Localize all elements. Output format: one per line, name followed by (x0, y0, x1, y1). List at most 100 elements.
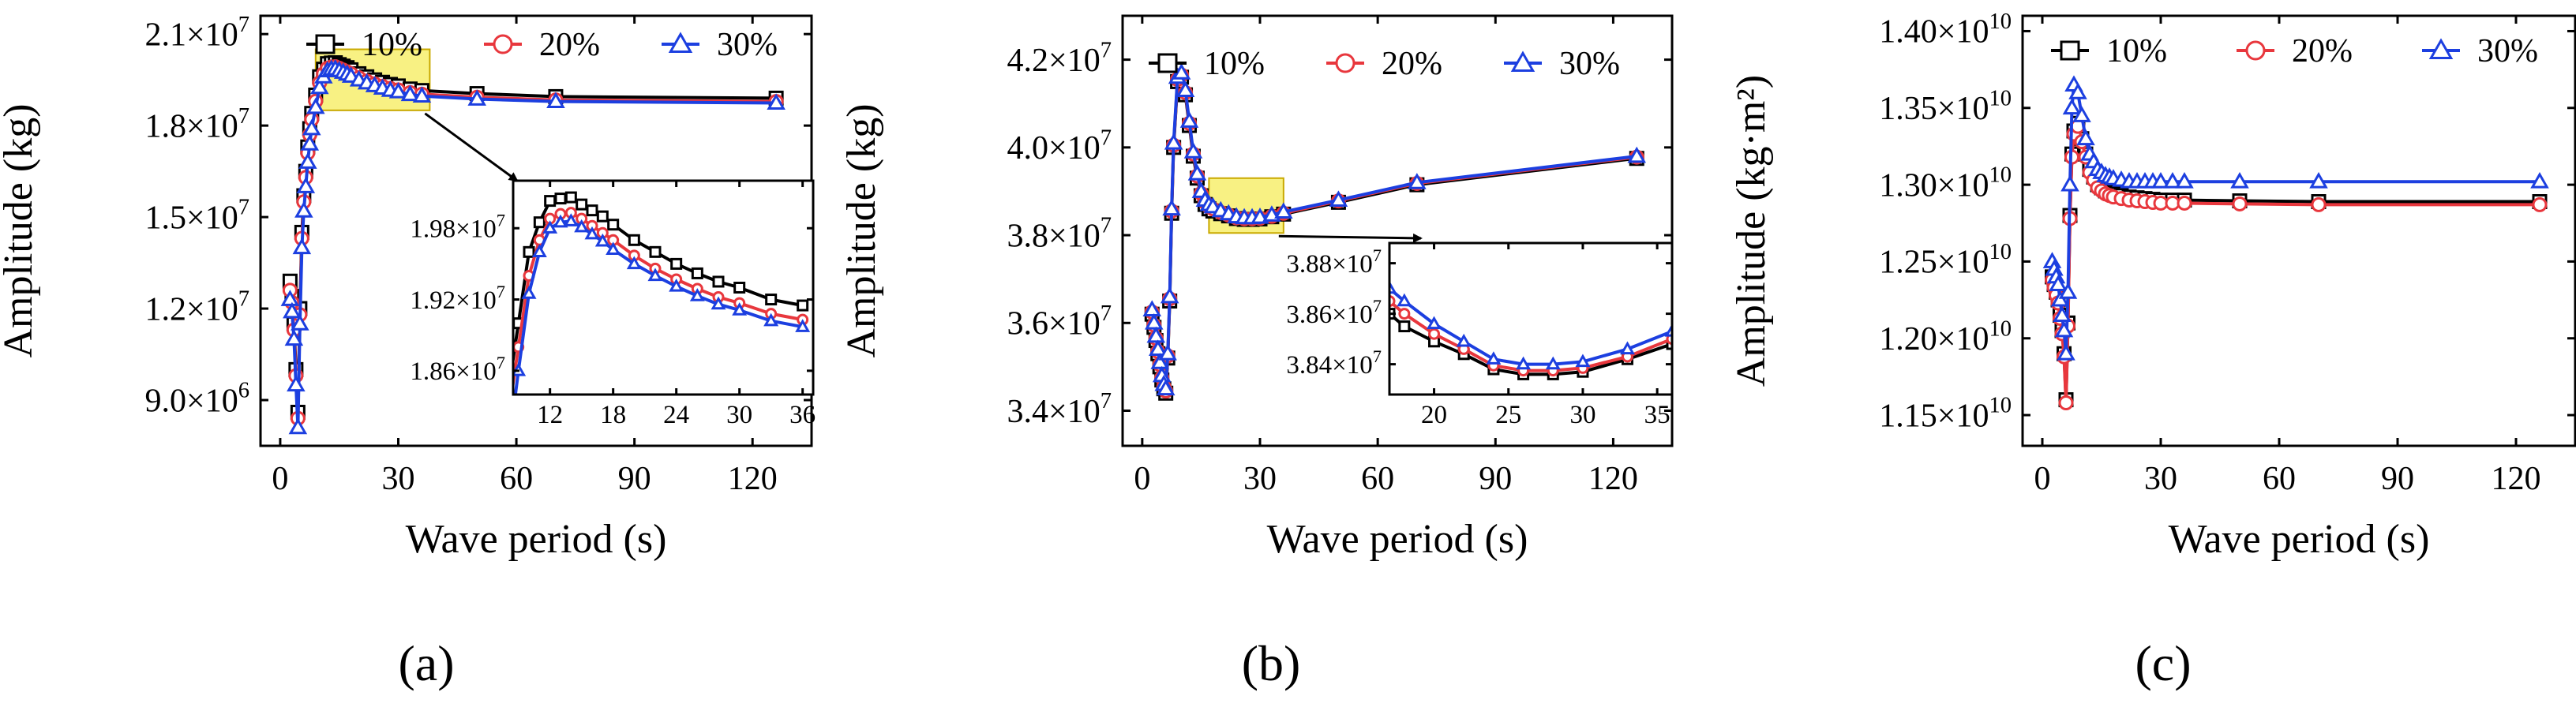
data-point (2177, 195, 2192, 211)
data-point (288, 417, 308, 435)
series-30 (280, 59, 786, 435)
x-tick-label: 60 (2263, 461, 2296, 497)
y-tick-label: 1.92×107 (410, 282, 505, 315)
data-point (2532, 196, 2548, 212)
data-point (1398, 308, 1411, 320)
legend-marker-10 (1157, 53, 1178, 73)
series-30 (2042, 75, 2549, 361)
x-tick-label: 20 (1421, 401, 1447, 429)
x-tick-label: 24 (663, 401, 689, 429)
data-point (492, 579, 503, 589)
data-point (306, 97, 325, 114)
data-point (513, 388, 514, 395)
data-point (388, 82, 408, 99)
x-axis-title: Wave period (s) (406, 517, 667, 562)
chart-panel-a: 0 30 60 90 1209.0×1061.2×1071.5×1071.8×1072.… (0, 13, 816, 691)
data-point (283, 301, 302, 319)
data-point (733, 282, 746, 294)
data-point (712, 275, 725, 288)
data-point (628, 234, 640, 246)
data-point (795, 319, 811, 332)
data-point (310, 77, 329, 95)
data-point (280, 290, 300, 306)
x-tick-label: 30 (1569, 401, 1595, 429)
tick-label-base: 1.20×10 (1879, 321, 1989, 357)
plot-frame (1121, 14, 1674, 447)
legend-label-10: 10% (362, 27, 422, 63)
y-tick-label: 1.98×107 (410, 211, 505, 244)
data-point (2050, 290, 2070, 307)
tick-label-exponent: 7 (1373, 296, 1382, 316)
y-tick-label: 1.30×1010 (1879, 163, 2012, 204)
x-tick-label: 36 (789, 401, 816, 429)
tick-label-base: 2.1×10 (145, 17, 238, 53)
tick-label-exponent: 7 (238, 196, 249, 220)
plot-area (2042, 75, 2549, 410)
tick-label-exponent: 7 (1101, 389, 1112, 413)
data-point (1627, 146, 1647, 163)
series-30 (1142, 63, 1647, 396)
data-point (291, 314, 309, 331)
x-tick-label: 0 (2034, 461, 2051, 497)
data-point (487, 615, 497, 625)
x-tick-label: 12 (537, 401, 563, 429)
x-tick-label: 90 (2381, 461, 2414, 497)
data-point (2232, 196, 2248, 211)
data-point (546, 92, 565, 109)
data-point (1158, 343, 1177, 361)
data-point (1354, 208, 1365, 217)
data-point (1142, 300, 1162, 317)
y-tick-label: 3.88×107 (1286, 245, 1382, 279)
x-axis-title: Wave period (s) (2169, 517, 2430, 562)
tick-label-exponent: 10 (1989, 9, 2012, 34)
data-point (296, 177, 316, 193)
data-point (1274, 202, 1293, 219)
data-point (544, 195, 557, 208)
tick-label-exponent: 7 (238, 13, 249, 37)
data-point (1146, 326, 1166, 343)
data-point (1251, 208, 1269, 224)
tick-label-exponent: 10 (1989, 394, 2012, 418)
y-tick-label: 4.0×107 (1007, 125, 1112, 166)
panel-label: (a) (398, 635, 454, 691)
y-axis-title: Amplitude (kg·m²) (1729, 75, 1774, 387)
data-point (1162, 199, 1181, 216)
data-point (586, 204, 598, 217)
y-tick-label: 9.0×106 (145, 379, 249, 420)
tick-label-base: 1.40×10 (1879, 14, 1989, 50)
data-point (2054, 320, 2074, 338)
plot-frame (2021, 14, 2576, 447)
tick-label-exponent: 7 (1101, 38, 1112, 62)
x-tick-label: 30 (726, 401, 752, 429)
series-line-10 (2050, 122, 2540, 402)
data-point (497, 508, 508, 518)
legend-label-30: 30% (1559, 46, 1620, 82)
data-point (2060, 174, 2079, 192)
data-point (1329, 190, 1348, 207)
x-tick-label: 120 (1588, 461, 1638, 497)
tick-label-base: 3.84×10 (1286, 351, 1372, 380)
tick-label-base: 1.30×10 (1879, 167, 1989, 204)
data-point (2230, 171, 2249, 189)
tick-label-base: 3.86×10 (1286, 301, 1372, 329)
data-point (2151, 171, 2170, 189)
y-tick-label: 1.8×107 (145, 104, 249, 145)
data-point (284, 329, 304, 346)
legend-label-10: 10% (2106, 33, 2167, 69)
inset-plot-area (1354, 208, 1672, 380)
x-tick-label: 30 (1243, 461, 1277, 497)
data-point (1172, 63, 1191, 80)
data-point (647, 267, 663, 282)
series-line-20 (513, 211, 804, 394)
tick-label-exponent: 6 (238, 379, 249, 403)
tick-label-base: 1.98×10 (410, 215, 496, 243)
data-point (1664, 324, 1672, 337)
data-point (1160, 286, 1179, 304)
x-tick-label: 35 (1644, 401, 1670, 429)
tick-label-base: 3.6×10 (1007, 306, 1101, 342)
series-line-30 (2050, 83, 2540, 356)
tick-label-base: 3.8×10 (1007, 218, 1101, 254)
data-point (669, 279, 684, 292)
data-point (1486, 351, 1502, 365)
